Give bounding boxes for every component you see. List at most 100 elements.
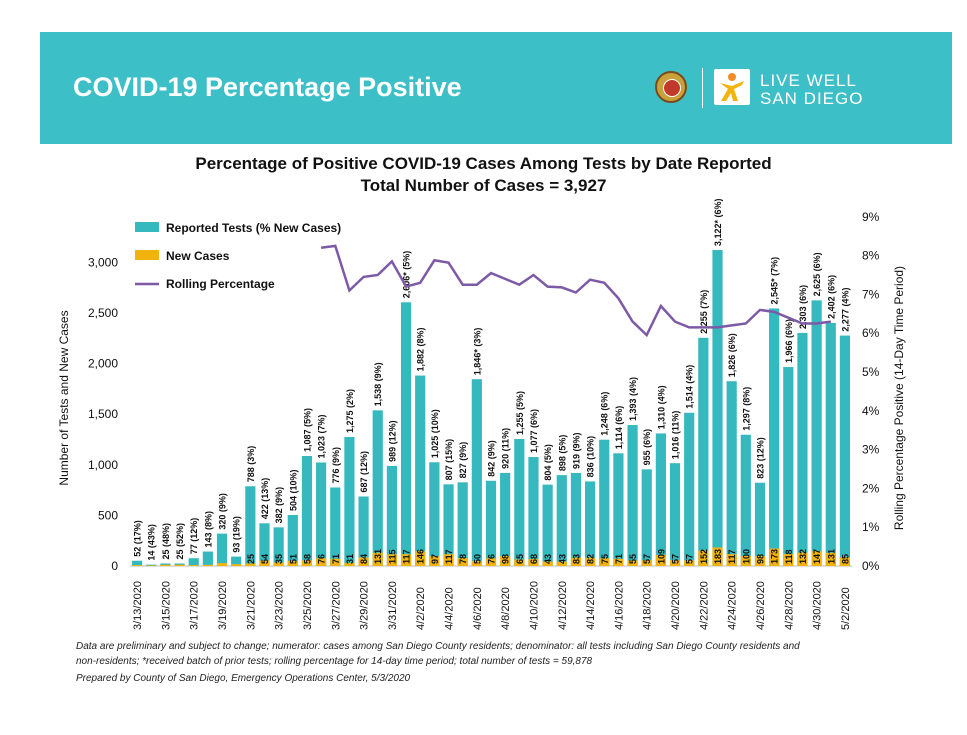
legend-swatch-new-cases — [135, 250, 159, 260]
data-label-new-cases: 115 — [387, 549, 397, 564]
bar-new-cases — [825, 552, 836, 566]
bar-new-cases — [316, 558, 327, 566]
data-label-tests: 422 (13%) — [260, 478, 270, 520]
x-tick-label: 4/24/2020 — [727, 581, 739, 630]
data-label-tests: 687 (12%) — [359, 451, 369, 493]
data-label-new-cases: 65 — [515, 554, 525, 564]
data-label-tests: 1,077 (6%) — [529, 409, 539, 453]
bar-tests — [131, 560, 143, 566]
data-label-new-cases: 98 — [501, 554, 511, 564]
bar-tests — [330, 487, 341, 566]
data-label-tests: 2,303 (6%) — [798, 285, 808, 329]
data-label-new-cases: 76 — [487, 554, 497, 564]
bar-new-cases — [400, 554, 412, 566]
y-tick-label: 500 — [98, 508, 118, 522]
x-tick-label: 3/15/2020 — [160, 581, 172, 630]
bar-new-cases — [216, 563, 228, 566]
bar-tests — [613, 453, 624, 566]
bar-new-cases — [287, 560, 298, 566]
bar-tests — [627, 425, 638, 566]
data-label-tests: 2,277 (4%) — [840, 288, 850, 332]
data-label-new-cases: 82 — [586, 554, 596, 564]
bar-new-cases — [443, 554, 454, 566]
bar-new-cases — [528, 559, 539, 566]
bar-new-cases — [570, 557, 582, 566]
y-axis-title: Number of Tests and New Cases — [57, 310, 71, 485]
y-right-tick-label: 0% — [862, 559, 880, 573]
bar-tests — [231, 556, 242, 566]
bar-tests — [769, 308, 780, 566]
logo-divider — [702, 68, 703, 108]
data-label-tests: 1,025 (10%) — [430, 409, 440, 458]
data-label-new-cases: 183 — [713, 549, 723, 564]
x-tick-label: 4/18/2020 — [642, 581, 654, 630]
data-label-tests: 1,087 (5%) — [302, 408, 312, 452]
x-tick-label: 3/17/2020 — [189, 581, 201, 630]
chart-title: Percentage of Positive COVID-19 Cases Am… — [195, 154, 772, 173]
legend-label-new-cases: New Cases — [166, 249, 230, 263]
data-label-tests: 1,966 (6%) — [784, 319, 794, 363]
bar-tests — [542, 484, 553, 566]
data-label-new-cases: 100 — [741, 549, 751, 564]
data-label-tests: 2,255 (7%) — [699, 290, 709, 334]
bar-tests — [500, 472, 511, 566]
data-label-tests: 1,846* (3%) — [472, 328, 482, 376]
data-label-new-cases: 147 — [812, 549, 822, 564]
data-label-tests: 3,122* (6%) — [713, 199, 723, 247]
data-label-new-cases: 43 — [557, 554, 567, 564]
data-label-new-cases: 117 — [444, 549, 454, 564]
data-label-new-cases: 35 — [274, 554, 284, 564]
bar-new-cases — [415, 551, 426, 566]
bar-tests — [783, 367, 794, 566]
bar-new-cases — [160, 564, 171, 566]
bar-tests — [740, 434, 751, 566]
bar-new-cases — [599, 558, 610, 566]
data-label-new-cases: 75 — [600, 554, 610, 564]
logo-text-live-well: LIVE WELL — [760, 71, 857, 90]
bar-tests — [655, 433, 666, 566]
data-label-tests: 989 (12%) — [387, 420, 397, 462]
bar-tests — [669, 463, 681, 566]
y-tick-label: 3,000 — [88, 255, 118, 269]
data-label-tests: 93 (19%) — [232, 516, 242, 553]
data-label-new-cases: 98 — [755, 554, 765, 564]
x-tick-label: 3/19/2020 — [217, 581, 229, 630]
bar-new-cases — [797, 552, 808, 566]
x-tick-label: 4/30/2020 — [812, 581, 824, 630]
bar-new-cases — [613, 558, 624, 566]
bar-tests — [358, 496, 369, 566]
bar-new-cases — [542, 561, 553, 566]
bar-new-cases — [386, 554, 397, 566]
data-label-new-cases: 131 — [826, 549, 836, 564]
data-label-new-cases: 83 — [571, 554, 581, 564]
bar-new-cases — [146, 565, 157, 566]
bar-tests — [160, 563, 171, 566]
x-tick-label: 4/16/2020 — [613, 581, 625, 630]
x-tick-label: 5/2/2020 — [840, 587, 852, 630]
bar-new-cases — [514, 559, 525, 566]
data-label-new-cases: 68 — [529, 554, 539, 564]
y-right-axis-title: Rolling Percentage Positive (14-Day Time… — [892, 266, 906, 530]
x-tick-label: 4/12/2020 — [557, 581, 569, 630]
data-label-tests: 382 (9%) — [274, 487, 284, 524]
data-label-new-cases: 117 — [402, 549, 412, 564]
bar-new-cases — [783, 554, 794, 566]
footer-note-line2: non-residents; *received batch of prior … — [76, 656, 593, 667]
bar-new-cases — [754, 556, 766, 566]
bar-new-cases — [839, 557, 851, 566]
x-tick-label: 4/10/2020 — [528, 581, 540, 630]
bar-new-cases — [655, 554, 666, 566]
bar-tests — [429, 462, 440, 566]
bar-new-cases — [726, 554, 737, 566]
y-right-tick-label: 2% — [862, 481, 880, 495]
data-label-tests: 1,275 (2%) — [345, 389, 355, 433]
bar-new-cases — [811, 551, 822, 566]
bar-new-cases — [684, 560, 695, 566]
bar-new-cases — [740, 555, 751, 566]
rolling-percentage-line — [320, 244, 831, 338]
bar-tests — [811, 300, 822, 566]
data-label-tests: 827 (9%) — [458, 442, 468, 479]
bar-new-cases — [641, 560, 652, 566]
data-label-tests: 77 (12%) — [189, 518, 199, 555]
data-label-tests: 14 (43%) — [147, 524, 157, 561]
